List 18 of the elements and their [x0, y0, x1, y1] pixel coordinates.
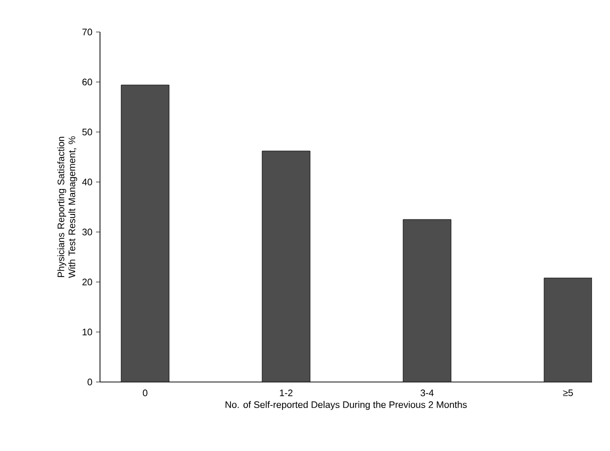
y-tick-label: 20	[82, 278, 92, 286]
x-tick-label: 0	[142, 390, 148, 396]
x-axis-title: No. of Self-reported Delays During the Previous 2 Months	[226, 401, 467, 410]
y-tick-label: 70	[82, 28, 92, 36]
bar	[120, 84, 170, 382]
y-axis-title: Physicians Reporting Satisfaction With Test Result Management, %	[57, 136, 78, 278]
x-tick-label: 3-4	[420, 390, 434, 396]
y-tick-label: 10	[82, 328, 92, 336]
y-tick-label: 40	[82, 178, 92, 186]
y-tick-label: 50	[82, 128, 92, 136]
bar	[262, 150, 310, 382]
x-tick-label: 1-2	[280, 390, 292, 396]
y-tick-label: 30	[82, 228, 92, 236]
y-tick-label: 0	[88, 378, 92, 386]
x-tick-label: ≥5	[563, 390, 573, 396]
bar	[402, 219, 452, 382]
bar	[544, 278, 592, 382]
y-tick-label: 60	[82, 78, 92, 86]
